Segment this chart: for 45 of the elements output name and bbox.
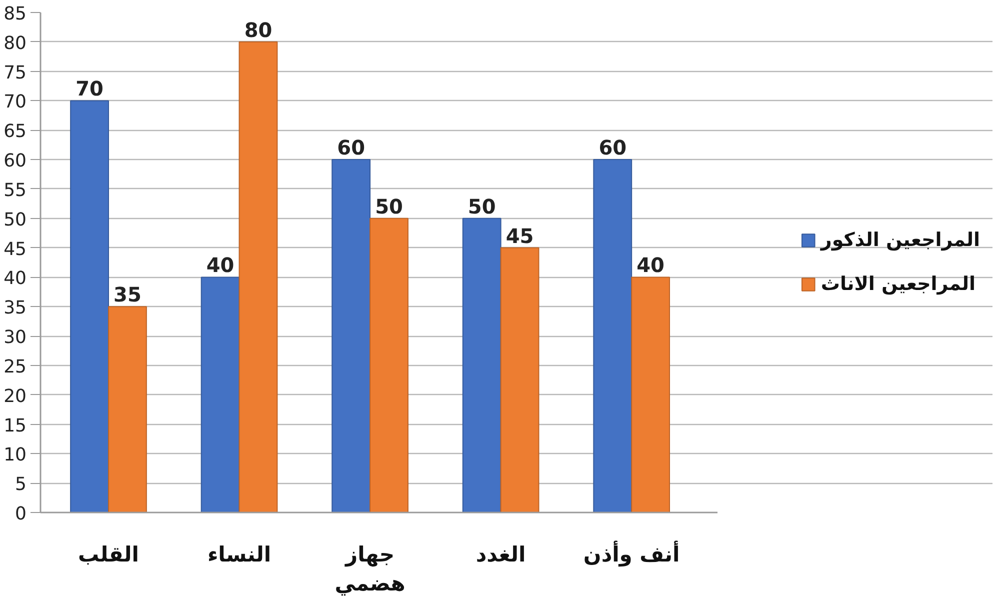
data-label: 35 <box>114 282 142 307</box>
bar <box>200 276 240 512</box>
y-tick-label: 65 <box>4 121 26 142</box>
y-tick-label: 25 <box>4 356 26 378</box>
data-label: 60 <box>337 136 366 160</box>
data-label: 70 <box>76 76 104 101</box>
y-tick-label: 75 <box>4 62 26 84</box>
y-tick-label: 40 <box>4 268 26 290</box>
data-label: 50 <box>375 194 403 218</box>
y-tick-label: 85 <box>4 4 26 24</box>
y-tick-label: 50 <box>4 209 26 230</box>
y-tick-label: 80 <box>4 32 26 54</box>
data-label: 40 <box>206 253 234 278</box>
y-tick-label: 15 <box>4 415 26 436</box>
x-tick-label: النساء <box>207 542 272 566</box>
y-tick-label: 45 <box>4 238 26 260</box>
legend-label: المراجعين الذكور <box>820 229 980 251</box>
x-tick-label: الغدد <box>476 542 526 566</box>
y-tick-label: 70 <box>4 92 26 113</box>
x-tick-label: أنف وأذن <box>583 540 680 568</box>
y-tick-label: 20 <box>4 386 26 407</box>
data-label: 60 <box>598 136 627 160</box>
bar <box>370 218 408 512</box>
bar <box>593 159 632 512</box>
x-tick-label: القلب <box>78 542 140 566</box>
bar <box>332 159 371 512</box>
y-tick-label: 60 <box>4 150 26 172</box>
data-label: 45 <box>506 224 534 248</box>
y-tick-label: 0 <box>15 504 26 524</box>
data-label: 40 <box>636 253 664 278</box>
legend-label: المراجعين الاناث <box>820 273 976 295</box>
y-tick-label: 5 <box>15 474 26 496</box>
y-tick-label: 10 <box>4 444 26 466</box>
y-tick-label: 30 <box>4 327 26 348</box>
bar <box>631 276 670 512</box>
bar <box>238 41 278 512</box>
bar <box>462 218 502 512</box>
bar <box>108 306 147 512</box>
bar <box>70 100 109 512</box>
y-tick-label: 35 <box>4 298 26 319</box>
bar <box>500 247 540 512</box>
data-label: 50 <box>468 194 496 218</box>
y-tick-label: 55 <box>4 180 26 201</box>
data-label: 80 <box>244 18 272 42</box>
x-tick-label: جهاز هضمي <box>334 542 406 596</box>
